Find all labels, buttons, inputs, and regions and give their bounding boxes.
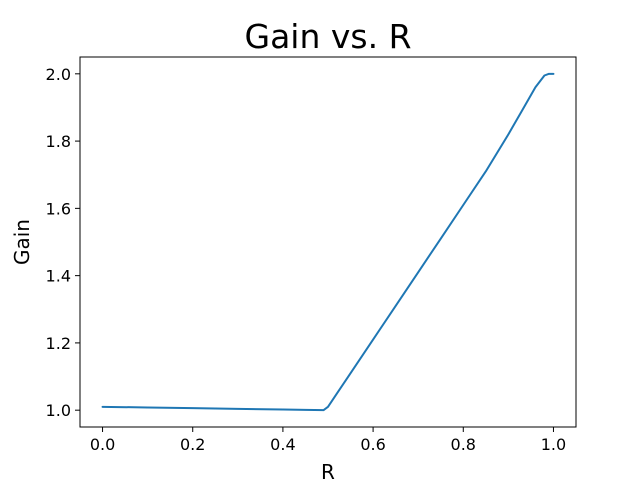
plot-frame: [79, 56, 577, 428]
x-tick-label: 0.6: [360, 435, 385, 454]
x-tick-label: 0.0: [90, 435, 115, 454]
chart-title: Gain vs. R: [245, 17, 412, 56]
y-axis: 1.0 1.2 1.4 1.6 1.8 2.0: [46, 65, 80, 420]
series-line-0: [101, 72, 555, 412]
y-tick-label: 1.6: [46, 199, 71, 218]
y-axis-label: Gain: [10, 219, 34, 265]
plot-area: [79, 56, 577, 428]
y-tick-label: 1.8: [46, 132, 71, 151]
x-tick-label: 0.2: [180, 435, 205, 454]
x-tick-label: 0.4: [270, 435, 295, 454]
y-tick-label: 1.2: [46, 334, 71, 353]
y-tick-label: 1.0: [46, 401, 71, 420]
series-layer: [101, 72, 555, 412]
x-axis: 0.0 0.2 0.4 0.6 0.8 1.0: [90, 427, 566, 454]
x-tick-label: 0.8: [451, 435, 476, 454]
x-axis-label: R: [321, 460, 335, 480]
y-tick-label: 2.0: [46, 65, 71, 84]
x-tick-label: 1.0: [541, 435, 566, 454]
y-tick-label: 1.4: [46, 267, 71, 286]
